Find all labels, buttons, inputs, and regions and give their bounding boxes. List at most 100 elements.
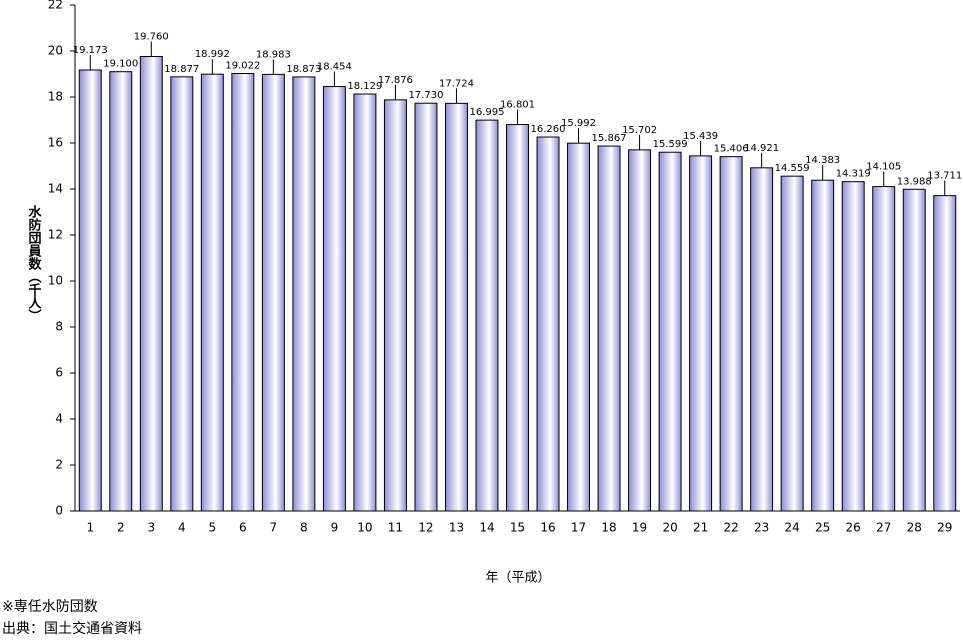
value-label: 18.454 <box>317 62 352 73</box>
x-tick-label: 16 <box>540 521 555 535</box>
value-label: 14.383 <box>805 155 840 166</box>
value-label: 19.100 <box>103 59 138 70</box>
bar <box>628 149 652 512</box>
y-tick-label: 8 <box>55 320 63 334</box>
x-tick-label: 20 <box>662 521 677 535</box>
bar <box>139 56 163 512</box>
x-tick-label: 1 <box>86 521 94 535</box>
x-tick-label: 19 <box>632 521 647 535</box>
value-label: 16.801 <box>500 100 535 111</box>
y-axis-label: 水防団員数（千人） <box>26 204 43 322</box>
bar <box>841 181 865 512</box>
bar <box>231 72 255 512</box>
bar <box>444 102 468 512</box>
bar <box>719 156 743 512</box>
bar <box>658 151 682 512</box>
value-label: 18.983 <box>256 49 291 60</box>
x-tick-label: 26 <box>846 521 861 535</box>
bar <box>78 69 102 512</box>
x-tick-label: 10 <box>357 521 372 535</box>
value-label: 15.406 <box>714 144 749 155</box>
value-label: 14.319 <box>836 169 871 180</box>
bar <box>567 142 591 512</box>
value-label: 19.173 <box>73 45 108 56</box>
y-tick-label: 18 <box>48 90 63 104</box>
x-tick-label: 14 <box>479 521 494 535</box>
y-tick-label: 16 <box>48 136 63 150</box>
x-tick-label: 25 <box>815 521 830 535</box>
bar <box>322 86 346 512</box>
y-tick-label: 20 <box>48 44 63 58</box>
bar <box>902 188 926 512</box>
y-tick-label: 0 <box>55 504 63 518</box>
bar <box>811 179 835 512</box>
x-tick-label: 11 <box>388 521 403 535</box>
bar <box>780 175 804 512</box>
bar <box>872 186 896 512</box>
value-label: 18.129 <box>347 81 382 92</box>
x-tick-label: 9 <box>331 521 339 535</box>
value-label: 17.724 <box>439 78 474 89</box>
x-tick-label: 5 <box>209 521 217 535</box>
value-label: 16.260 <box>531 124 566 135</box>
x-tick-label: 17 <box>571 521 586 535</box>
value-label: 18.992 <box>195 49 230 60</box>
x-tick-label: 29 <box>937 521 952 535</box>
x-tick-label: 7 <box>270 521 278 535</box>
y-tick-label: 12 <box>48 228 63 242</box>
value-label: 14.105 <box>866 162 901 173</box>
x-tick-label: 4 <box>178 521 186 535</box>
x-tick-label: 27 <box>876 521 891 535</box>
value-label: 15.867 <box>592 133 627 144</box>
x-tick-label: 22 <box>723 521 738 535</box>
value-label: 18.873 <box>286 64 321 75</box>
note: ※専任水防団数 <box>2 599 98 615</box>
x-tick-label: 3 <box>147 521 155 535</box>
y-tick-label: 10 <box>48 274 63 288</box>
x-tick-label: 13 <box>449 521 464 535</box>
x-tick-label: 2 <box>117 521 125 535</box>
bar <box>109 71 133 512</box>
x-tick-label: 15 <box>510 521 525 535</box>
value-label: 17.730 <box>408 90 443 101</box>
x-axis-label: 年（平成） <box>485 571 550 586</box>
y-tick-label: 2 <box>55 458 63 472</box>
x-tick-label: 21 <box>693 521 708 535</box>
value-label: 15.702 <box>622 125 657 136</box>
value-label: 14.921 <box>744 143 779 154</box>
x-tick-label: 12 <box>418 521 433 535</box>
x-tick-label: 23 <box>754 521 769 535</box>
x-tick-label: 6 <box>239 521 247 535</box>
y-tick-label: 6 <box>55 366 63 380</box>
bar <box>200 73 224 512</box>
value-label: 19.760 <box>134 32 169 43</box>
x-tick-label: 28 <box>907 521 922 535</box>
value-label: 15.599 <box>653 139 688 150</box>
bar <box>597 145 621 512</box>
bar <box>353 93 377 512</box>
bar <box>261 73 285 512</box>
bar <box>689 155 713 512</box>
bar <box>506 124 529 512</box>
note: 出典：国土交通省資料 <box>2 620 142 637</box>
y-tick-label: 4 <box>55 412 63 426</box>
bar <box>750 167 774 512</box>
bar <box>383 99 407 512</box>
value-label: 15.439 <box>683 131 718 142</box>
bar <box>933 195 957 512</box>
bar <box>536 136 560 512</box>
value-label: 14.559 <box>775 163 810 174</box>
bar <box>475 119 499 512</box>
value-label: 15.992 <box>561 118 596 129</box>
y-tick-label: 14 <box>48 182 63 196</box>
x-tick-label: 8 <box>300 521 308 535</box>
value-label: 19.022 <box>225 60 260 71</box>
bar <box>414 102 438 512</box>
value-label: 17.876 <box>378 75 413 86</box>
y-tick-label: 22 <box>48 0 63 12</box>
bar <box>292 76 316 512</box>
value-label: 18.877 <box>164 64 199 75</box>
x-tick-label: 18 <box>601 521 616 535</box>
value-label: 13.988 <box>897 176 932 187</box>
